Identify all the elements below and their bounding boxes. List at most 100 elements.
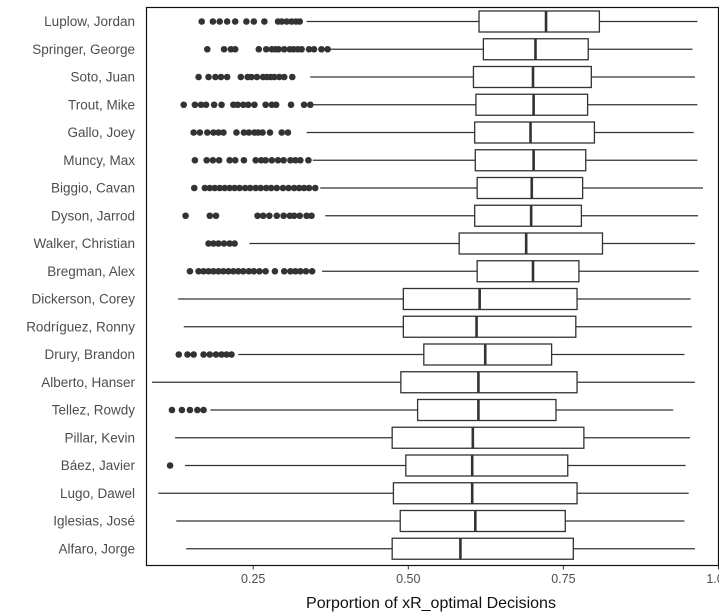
outlier-point [212,73,219,81]
outlier-point [221,184,228,192]
box-group [198,10,698,33]
box-group [176,509,685,533]
outlier-point [182,212,189,220]
outlier-point [274,156,282,164]
box-group [182,204,699,227]
outlier-point [272,101,280,109]
outlier-point [223,18,231,25]
outlier-point [184,351,191,358]
outlier-point [244,101,252,109]
y-tick-label: Soto, Juan [70,70,135,85]
outlier-point [200,406,207,414]
box-iqr [476,260,580,283]
outlier-point [225,267,232,275]
outlier-point [288,73,296,81]
outlier-point [226,184,233,192]
y-tick-label: Báez, Javier [61,458,136,473]
x-tick-label: 0.75 [551,572,575,586]
outlier-point [245,129,253,136]
outlier-point [212,212,220,220]
outlier-point [200,351,207,358]
outlier-point [268,156,276,164]
outlier-point [209,18,217,25]
outlier-point [205,267,212,275]
y-tick-label: Muncy, Max [63,153,135,168]
outlier-point [262,184,270,192]
box-iqr [474,204,583,227]
outlier-point [197,101,205,109]
outlier-point [275,73,283,81]
outlier-point [233,129,240,136]
outlier-point [190,184,198,192]
box-iqr [402,287,578,311]
outlier-point [231,45,239,53]
box-group [183,315,692,338]
outlier-point [211,184,219,192]
outlier-point [252,184,259,192]
outlier-point [215,129,222,136]
outlier-point [259,129,266,136]
outlier-point [303,212,310,220]
x-axis: 0.25 0.50 0.75 1.00 [241,565,719,586]
outlier-point [302,267,310,275]
outlier-point [246,184,254,192]
outlier-point [285,184,292,192]
outlier-point [231,184,238,192]
box-group [186,537,695,560]
x-tick-label: 0.50 [396,572,420,586]
box-group [166,454,686,477]
outlier-point [280,45,288,53]
outlier-point [190,129,197,136]
x-axis-title: Porportion of xR_optimal Decisions [306,595,556,612]
outlier-point [175,351,183,358]
outlier-point [305,184,313,192]
outlier-point [209,156,217,164]
y-tick-label: Dickerson, Corey [31,292,135,307]
outlier-point [236,184,243,192]
box-iqr [423,343,553,366]
outlier-point [168,406,176,414]
y-tick-label: Walker, Christian [33,236,135,251]
box-iqr [402,315,577,338]
outlier-point [257,184,264,192]
outlier-point [195,267,202,275]
outlier-point [205,73,212,81]
box-group [205,232,695,255]
outlier-point [267,184,275,192]
box-iqr [458,232,604,255]
outlier-point [203,156,210,164]
outlier-point [287,156,294,164]
outlier-point [311,184,319,192]
y-tick-label: Lugo, Dawel [60,486,135,501]
outlier-point [298,45,305,53]
outlier-point [240,129,248,136]
outlier-point [226,240,233,247]
outlier-point [254,212,261,220]
outlier-point [231,156,239,164]
outlier-point [280,156,287,164]
y-tick-label: Alfaro, Jorge [58,541,135,556]
outlier-point [216,18,224,25]
box-iqr [416,398,557,422]
outlier-point [310,45,318,53]
outlier-point [278,18,286,25]
outlier-point [261,18,268,25]
outlier-point [218,351,225,358]
outlier-point [251,101,258,109]
y-tick-label: Luplow, Jordan [44,14,135,29]
outlier-point [206,351,214,358]
outlier-point [237,73,245,81]
outlier-point [166,462,174,469]
outlier-point [243,18,250,25]
outlier-point [210,240,217,247]
y-tick-label: Dyson, Jarrod [51,208,135,223]
y-tick-label: Bregman, Alex [47,264,135,279]
outlier-point [296,18,304,25]
y-tick-label: Gallo, Joey [67,125,135,140]
outlier-point [283,18,291,25]
outlier-point [248,73,255,81]
outlier-point [210,129,217,136]
box-iqr [391,426,585,449]
